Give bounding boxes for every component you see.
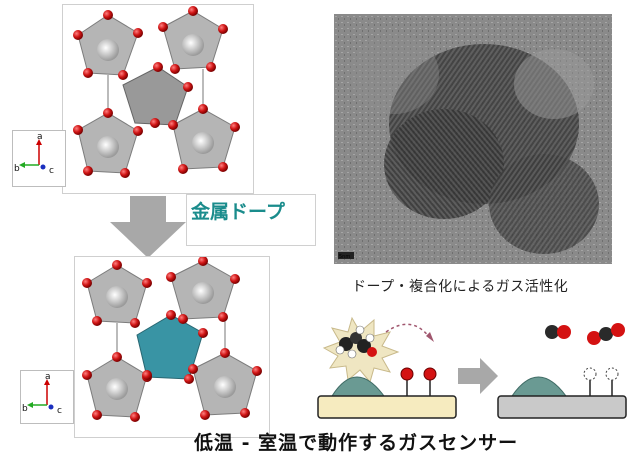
- crystal-structure-top: [62, 4, 254, 194]
- axis-triad-bottom: a b c: [20, 370, 74, 424]
- sensor-before-diagram: [317, 316, 457, 419]
- tem-scale-label: 5nm: [339, 254, 350, 260]
- down-arrow-icon: [110, 196, 186, 258]
- axis-triad-icon: a b c: [14, 132, 54, 176]
- axis-triad-icon: a b c: [22, 372, 62, 416]
- axis-b-label-bottom: b: [22, 404, 28, 414]
- right-arrow-icon: [458, 358, 498, 394]
- metal-doping-box: 金属ドープ: [186, 194, 316, 246]
- tem-image: 5nm: [334, 14, 612, 264]
- oxygen-molecules-icon: [545, 323, 625, 345]
- bottom-caption: 低温 - 室温で動作するガスセンサー: [194, 432, 519, 454]
- sensor-after-diagram: [497, 323, 627, 419]
- axis-triad-top: a b c: [12, 130, 66, 187]
- crystal-structure-bottom: [74, 256, 270, 438]
- axis-c-label-top: c: [49, 166, 54, 176]
- dashed-arc-arrow-icon: [385, 323, 431, 339]
- axis-b-label-top: b: [14, 164, 20, 174]
- metal-doping-label: 金属ドープ: [191, 201, 285, 223]
- axis-a-label-bottom: a: [45, 372, 51, 382]
- crystal-structure-icon: [82, 256, 262, 422]
- axis-c-label-bottom: c: [57, 406, 62, 416]
- gas-molecule-icon: [335, 325, 377, 359]
- crystal-structure-icon: [73, 6, 240, 178]
- tem-caption: ドープ・複合化によるガス活性化: [352, 279, 569, 295]
- axis-a-label-top: a: [37, 132, 43, 142]
